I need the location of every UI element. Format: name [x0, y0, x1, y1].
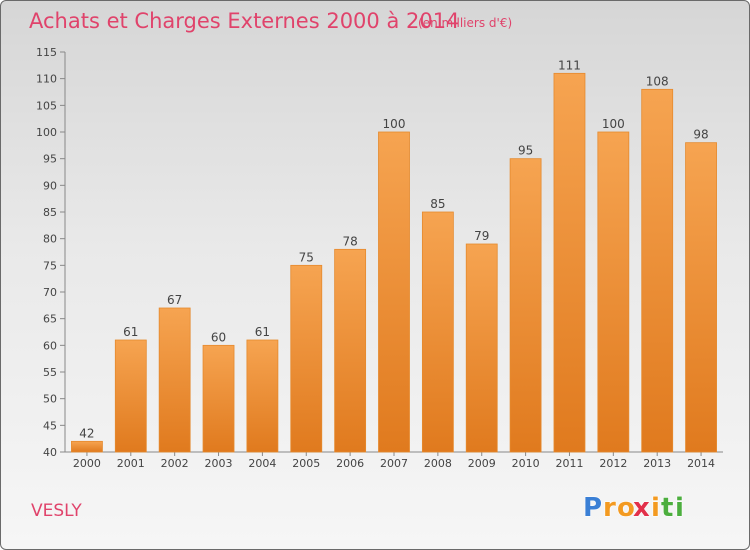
- proxiti-logo-letter: r: [603, 493, 616, 523]
- y-tick-label: 115: [36, 46, 57, 59]
- bar-value-label: 61: [255, 325, 270, 339]
- bar-value-label: 75: [299, 250, 314, 264]
- x-tick-label: 2011: [555, 457, 583, 470]
- chart-subtitle: (en milliers d'€): [418, 16, 512, 30]
- bar-value-label: 60: [211, 330, 226, 344]
- y-tick-label: 90: [43, 179, 57, 192]
- y-tick-label: 60: [43, 339, 57, 352]
- bar-2000: [71, 440, 103, 453]
- y-tick-label: 70: [43, 286, 57, 299]
- y-tick-label: 110: [36, 73, 57, 86]
- x-tick-label: 2004: [248, 457, 276, 470]
- bar-value-label: 100: [602, 117, 625, 131]
- bar-2010: [509, 158, 542, 453]
- y-tick-label: 80: [43, 233, 57, 246]
- x-tick-label: 2014: [687, 457, 715, 470]
- bar-2002: [158, 307, 191, 453]
- x-tick-label: 2008: [424, 457, 452, 470]
- bar-value-label: 98: [693, 128, 708, 142]
- chart-value-labels: 42 61 67 60 61 75 78 100 85 79 95 111 100 108 98: [79, 58, 708, 440]
- chart-axes: 40 45 50 55 60 65 70 75 80 85 90 95 100 105 110 115 2000…: [36, 46, 723, 470]
- x-tick-label: 2007: [380, 457, 408, 470]
- x-tick-label: 2003: [205, 457, 233, 470]
- y-tick-label: 75: [43, 259, 57, 272]
- bar-2005: [290, 264, 323, 453]
- x-tick-label: 2010: [512, 457, 540, 470]
- bar-value-label: 100: [383, 117, 406, 131]
- proxiti-logo-letter: o: [617, 493, 635, 523]
- proxiti-logo-letter: P: [583, 493, 602, 523]
- x-tick-label: 2006: [336, 457, 364, 470]
- x-tick-label: 2009: [468, 457, 496, 470]
- x-tick-label: 2013: [643, 457, 671, 470]
- chart-bars: [71, 72, 717, 453]
- x-tick-label: 2001: [117, 457, 145, 470]
- location-label: VESLY: [31, 501, 82, 521]
- y-tick-label: 65: [43, 313, 57, 326]
- y-tick-label: 40: [43, 446, 57, 459]
- bar-2004: [246, 339, 279, 453]
- y-tick-label: 55: [43, 366, 57, 379]
- proxiti-logo-letter: x: [633, 493, 650, 523]
- chart-title: Achats et Charges Externes 2000 à 2014: [29, 9, 459, 33]
- bar-2003: [202, 344, 235, 453]
- x-tick-label: 2000: [73, 457, 101, 470]
- y-tick-label: 45: [43, 419, 57, 432]
- bar-2014: [685, 142, 717, 453]
- y-tick-label: 100: [36, 126, 57, 139]
- bar-value-label: 79: [474, 229, 489, 243]
- proxiti-logo-letter: i: [651, 493, 660, 523]
- bar-2009: [465, 243, 498, 453]
- bar-value-label: 42: [79, 426, 94, 440]
- x-tick-label: 2012: [599, 457, 627, 470]
- bar-2011: [553, 72, 586, 453]
- bar-value-label: 61: [123, 325, 138, 339]
- bar-value-label: 111: [558, 58, 581, 72]
- y-tick-label: 85: [43, 206, 57, 219]
- bar-value-label: 95: [518, 144, 533, 158]
- proxiti-logo-letter: t: [661, 493, 673, 523]
- bar-2008: [421, 211, 454, 453]
- y-tick-label: 50: [43, 393, 57, 406]
- bar-value-label: 67: [167, 293, 182, 307]
- x-tick-label: 2002: [161, 457, 189, 470]
- bar-2013: [641, 88, 674, 453]
- y-tick-label: 95: [43, 153, 57, 166]
- y-tick-label: 105: [36, 99, 57, 112]
- bar-2006: [334, 248, 367, 453]
- proxiti-logo-letter: i: [675, 493, 684, 523]
- bar-2007: [378, 131, 410, 453]
- bar-value-label: 85: [430, 197, 445, 211]
- bar-2012: [597, 131, 630, 453]
- bar-value-label: 78: [342, 234, 357, 248]
- bar-value-label: 108: [646, 74, 669, 88]
- bar-2001: [114, 339, 147, 453]
- x-tick-label: 2005: [292, 457, 320, 470]
